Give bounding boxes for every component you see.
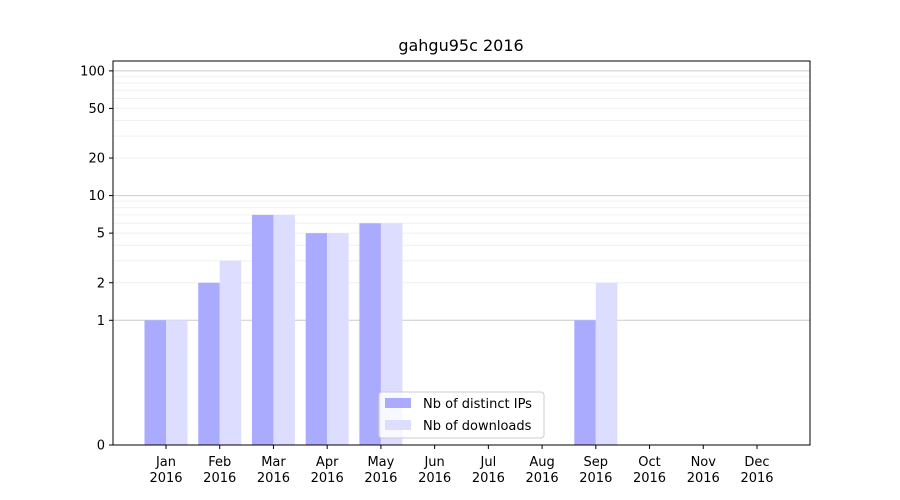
y-tick-label: 2 (97, 276, 105, 291)
grid-lines (113, 70, 810, 321)
y-axis: 0 1 2 5 10 20 50 100 (80, 64, 113, 454)
x-tick-label-year: 2016 (364, 471, 397, 486)
x-tick-label-year: 2016 (203, 471, 236, 486)
x-axis: Jan2016Feb2016Mar2016Apr2016May2016Jun20… (149, 445, 774, 486)
y-tick-label: 10 (88, 189, 105, 204)
bar-ips (198, 282, 220, 445)
x-tick-label-year: 2016 (526, 471, 559, 486)
x-tick-label-month: Feb (208, 455, 231, 470)
legend-swatch-ips (385, 398, 411, 408)
x-tick-label-year: 2016 (149, 471, 182, 486)
plot-frame (112, 60, 811, 446)
x-tick-label-month: Jul (480, 455, 497, 470)
bar-downloads (166, 320, 188, 445)
y-tick-label: 1 (97, 314, 105, 329)
x-tick-label-year: 2016 (418, 471, 451, 486)
y-tick-label: 0 (97, 439, 105, 454)
bar-downloads (380, 223, 403, 445)
x-tick-label-month: Sep (584, 455, 609, 470)
legend-label-downloads: Nb of downloads (423, 419, 532, 434)
x-tick-label-year: 2016 (740, 471, 773, 486)
x-tick-label-year: 2016 (579, 471, 612, 486)
x-tick-label-month: May (367, 455, 394, 470)
bar-downloads (219, 260, 242, 445)
x-tick-label-year: 2016 (472, 471, 505, 486)
legend-box (378, 391, 545, 439)
x-tick-label-year: 2016 (687, 471, 720, 486)
x-tick-label-month: Aug (529, 455, 554, 470)
x-tick-label-month: Mar (261, 455, 286, 470)
x-tick-label-year: 2016 (257, 471, 290, 486)
bar-downloads (273, 214, 295, 445)
x-tick-label-month: Apr (316, 455, 339, 470)
y-tick-label: 20 (88, 152, 105, 167)
bars (144, 214, 618, 445)
x-tick-label-month: Jan (155, 455, 176, 470)
legend-label-ips: Nb of distinct IPs (423, 397, 532, 412)
bar-ips (144, 320, 166, 445)
x-tick-label-month: Oct (638, 455, 660, 470)
bar-downloads (327, 233, 349, 445)
x-tick-label-month: Jun (423, 455, 444, 470)
x-tick-label-year: 2016 (633, 471, 666, 486)
y-tick-label: 5 (97, 227, 105, 242)
x-tick-label-month: Dec (744, 455, 769, 470)
x-tick-label-year: 2016 (311, 471, 344, 486)
y-tick-label: 100 (80, 64, 105, 79)
bar-ips (305, 233, 328, 445)
y-tick-label: 50 (88, 102, 105, 117)
bar-downloads (595, 282, 618, 445)
bar-ips (574, 320, 596, 445)
bar-ips (359, 223, 381, 445)
legend: Nb of distinct IPs Nb of downloads (378, 391, 545, 439)
chart-title: gahgu95c 2016 (398, 36, 523, 55)
legend-swatch-downloads (385, 420, 411, 430)
bar-ips (251, 214, 274, 445)
x-tick-label-month: Nov (691, 455, 717, 470)
